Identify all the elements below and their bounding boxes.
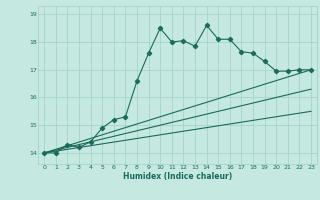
X-axis label: Humidex (Indice chaleur): Humidex (Indice chaleur) [123, 172, 232, 181]
